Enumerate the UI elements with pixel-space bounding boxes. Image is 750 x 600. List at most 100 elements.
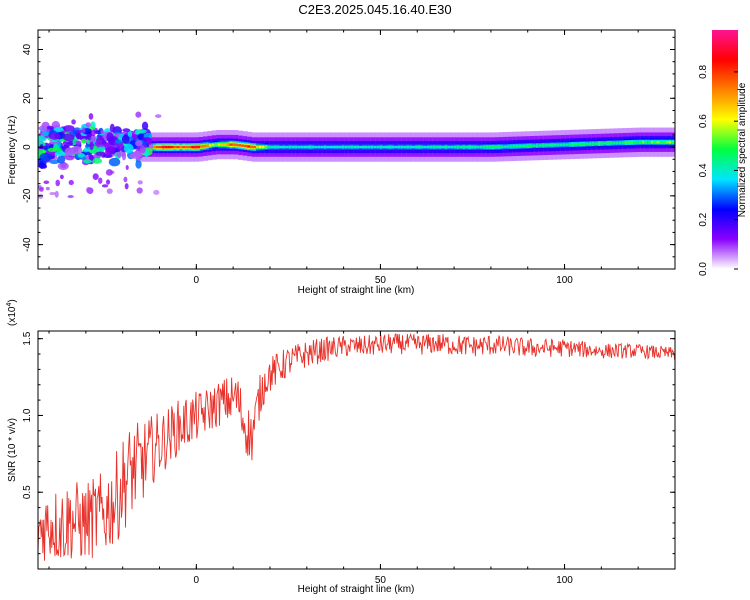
heatmap-cell — [332, 145, 337, 149]
heatmap-cell — [217, 143, 222, 146]
heatmap-cell — [116, 150, 122, 158]
heatmap-cell — [38, 162, 46, 169]
heatmap-cell — [612, 141, 616, 145]
heatmap-cell — [247, 145, 251, 148]
snr-x-tick-label: 0 — [194, 575, 200, 586]
heatmap-cell — [179, 145, 183, 149]
heatmap-cell — [202, 144, 207, 148]
heatmap-cell — [621, 141, 625, 144]
heatmap-cell — [635, 141, 640, 144]
heatmap-cell — [123, 143, 134, 154]
heatmap-cell — [309, 145, 313, 149]
heatmap-cell — [574, 143, 578, 146]
heatmap-cell — [197, 145, 201, 149]
heatmap-cell — [650, 140, 655, 144]
heatmap-cell — [447, 145, 451, 149]
heatmap-panel: -40 -20 0 20 40 0 50 100 Height of straight li… — [7, 29, 676, 296]
colorbar: 0.0 0.2 0.4 0.6 0.8 Normalized spectral ampl… — [698, 30, 748, 276]
heatmap-cell — [153, 189, 160, 195]
colorbar-label: Normalized spectral amplitude — [737, 82, 748, 217]
heatmap-cell — [532, 144, 537, 147]
heatmap-cell — [665, 140, 669, 144]
heatmap-y-tick-label: 40 — [22, 44, 33, 56]
heatmap-cell — [63, 125, 75, 132]
heatmap-cell — [409, 145, 413, 149]
snr-x-tick-label: 100 — [556, 575, 573, 586]
heatmap-cell — [671, 140, 675, 144]
heatmap-cell — [597, 142, 602, 145]
heatmap-cell — [161, 145, 166, 149]
figure-title: C2E3.2025.045.16.40.E30 — [298, 2, 452, 17]
heatmap-cell — [662, 140, 666, 144]
heatmap-cell — [588, 142, 593, 146]
heatmap-cell — [54, 151, 66, 157]
heatmap-cell — [359, 145, 363, 149]
colorbar-axis: 0.0 0.2 0.4 0.6 0.8 — [698, 64, 738, 276]
heatmap-cell — [423, 145, 428, 149]
heatmap-cell — [550, 143, 554, 147]
heatmap-cell — [320, 145, 325, 149]
snr-background — [38, 331, 675, 569]
heatmap-cell — [88, 154, 94, 162]
heatmap-cell — [114, 139, 122, 144]
heatmap-cell — [108, 157, 121, 167]
heatmap-cell — [503, 145, 507, 148]
heatmap-cell — [38, 125, 48, 132]
heatmap-cell — [229, 143, 233, 146]
heatmap-cell — [659, 140, 663, 144]
snr-x-label: Height of straight line (km) — [298, 584, 415, 595]
heatmap-cell — [485, 145, 490, 149]
heatmap-cell — [594, 142, 599, 145]
heatmap-cell — [135, 129, 147, 134]
snr-y-label: SNR (10 * v/v) — [7, 418, 18, 482]
heatmap-cell — [497, 145, 501, 149]
heatmap-cell — [250, 145, 254, 149]
heatmap-cell — [211, 143, 216, 147]
heatmap-cell — [90, 129, 96, 137]
heatmap-cell — [106, 132, 114, 142]
colorbar-tick-label: 0.8 — [698, 64, 709, 78]
heatmap-cell — [468, 145, 472, 149]
heatmap-cell — [362, 145, 366, 149]
heatmap-cell — [170, 145, 175, 149]
heatmap-cell — [515, 145, 519, 148]
heatmap-cell — [585, 142, 590, 146]
heatmap-cell — [609, 141, 613, 145]
heatmap-cell — [94, 141, 101, 146]
heatmap-cell — [653, 140, 658, 144]
heatmap-cell — [306, 145, 310, 149]
heatmap-cell — [518, 144, 522, 148]
heatmap-cell — [297, 145, 301, 149]
heatmap-x-tick-label: 100 — [556, 275, 573, 286]
heatmap-cell — [98, 177, 103, 184]
heatmap-cell — [376, 145, 381, 149]
heatmap-cell — [565, 143, 569, 146]
heatmap-cell — [105, 169, 113, 176]
snr-y-axis: 0.5 1.0 1.5 — [22, 331, 675, 555]
heatmap-cell — [391, 145, 395, 149]
heatmap-cell — [615, 141, 619, 145]
heatmap-cell — [135, 111, 142, 118]
heatmap-cell — [55, 147, 62, 152]
heatmap-cell — [83, 147, 89, 153]
heatmap-cell — [282, 145, 286, 149]
heatmap-cell — [291, 145, 295, 149]
heatmap-cell — [232, 143, 236, 146]
heatmap-cell — [43, 180, 50, 184]
heatmap-cell — [55, 179, 61, 187]
heatmap-cell — [379, 145, 384, 149]
heatmap-cell — [580, 142, 584, 146]
heatmap-y-tick-label: 0 — [22, 144, 33, 150]
heatmap-cell — [633, 141, 637, 144]
heatmap-y-tick-label: -20 — [22, 188, 33, 203]
snr-panel: 0.5 1.0 1.5 0 50 100 Height of straight line… — [6, 299, 676, 595]
heatmap-cell — [450, 145, 454, 149]
heatmap-cell — [465, 145, 469, 149]
heatmap-y-axis: -40 -20 0 20 40 — [22, 36, 675, 270]
heatmap-cell — [214, 143, 219, 146]
heatmap-cell — [135, 140, 143, 147]
heatmap-cell — [535, 144, 540, 147]
heatmap-cell — [444, 145, 448, 149]
heatmap-cell — [400, 145, 404, 149]
heatmap-cell — [618, 141, 622, 145]
